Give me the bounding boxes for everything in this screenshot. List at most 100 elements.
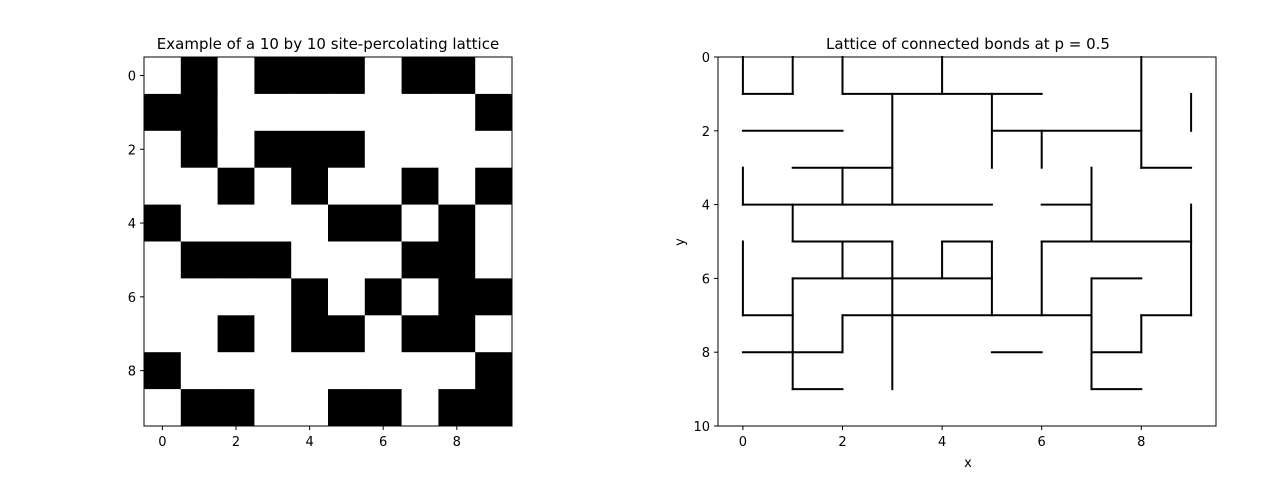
x-tick-label: 4: [938, 435, 946, 450]
lattice-cell: [328, 352, 366, 390]
lattice-cell: [217, 204, 255, 242]
x-tick-label: 0: [158, 435, 166, 450]
lattice-cell: [254, 241, 292, 279]
lattice-cell: [291, 389, 329, 427]
lattice-cell: [254, 278, 292, 316]
lattice-cell: [364, 241, 402, 279]
lattice-cell: [180, 204, 218, 242]
lattice-cell: [328, 93, 366, 132]
x-tick-label: 6: [379, 435, 387, 450]
lattice-cell: [475, 57, 513, 95]
y-tick-label: 0: [702, 51, 710, 66]
lattice-cell: [180, 315, 218, 353]
lattice-cell: [291, 241, 329, 279]
lattice-cell: [180, 57, 218, 95]
lattice-cell: [364, 389, 402, 427]
lattice-cell: [328, 167, 366, 205]
lattice-cell: [144, 241, 182, 279]
lattice-cell: [291, 57, 329, 95]
y-tick-label: 10: [693, 420, 710, 435]
lattice-cell: [217, 130, 255, 169]
lattice-cell: [475, 389, 513, 427]
lattice-cell: [217, 278, 255, 316]
x-tick-label: 2: [232, 435, 240, 450]
lattice-cell: [328, 389, 366, 427]
lattice-cell: [475, 204, 513, 242]
lattice-cell: [401, 130, 439, 169]
lattice-cell: [438, 130, 476, 169]
bond-lattice-bonds: [741, 56, 1193, 391]
lattice-cell: [401, 389, 439, 427]
lattice-cell: [291, 315, 329, 353]
y-tick-label: 6: [128, 291, 136, 306]
lattice-cell: [328, 130, 366, 169]
site-lattice-title: Example of a 10 by 10 site-percolating l…: [157, 35, 499, 53]
y-tick-label: 6: [702, 272, 710, 287]
lattice-cell: [475, 130, 513, 169]
lattice-cell: [180, 130, 218, 169]
lattice-cell: [401, 352, 439, 390]
lattice-cell: [144, 57, 182, 95]
lattice-cell: [144, 130, 182, 169]
y-tick-label: 0: [128, 69, 136, 84]
lattice-cell: [291, 130, 329, 169]
lattice-cell: [401, 93, 439, 132]
lattice-cell: [438, 204, 476, 242]
lattice-cell: [364, 315, 402, 353]
lattice-cell: [328, 57, 366, 95]
lattice-cell: [401, 57, 439, 95]
lattice-cell: [438, 315, 476, 353]
y-tick-label: 8: [702, 346, 710, 361]
lattice-cell: [254, 167, 292, 205]
lattice-cell: [254, 389, 292, 427]
lattice-cell: [217, 241, 255, 279]
lattice-cell: [180, 241, 218, 279]
y-tick-label: 2: [702, 125, 710, 140]
site-lattice-cells: [144, 57, 513, 427]
lattice-cell: [180, 167, 218, 205]
site-lattice-panel: Example of a 10 by 10 site-percolating l…: [128, 35, 513, 450]
lattice-cell: [475, 167, 513, 205]
lattice-cell: [144, 315, 182, 353]
lattice-cell: [217, 315, 255, 353]
lattice-cell: [291, 278, 329, 316]
bond-lattice-y-label: y: [673, 238, 688, 246]
lattice-cell: [401, 204, 439, 242]
lattice-cell: [364, 93, 402, 132]
y-tick-label: 4: [702, 199, 710, 214]
x-tick-label: 2: [838, 435, 846, 450]
lattice-cell: [144, 278, 182, 316]
lattice-cell: [475, 241, 513, 279]
lattice-cell: [144, 352, 182, 390]
lattice-cell: [401, 167, 439, 205]
lattice-cell: [180, 389, 218, 427]
lattice-cell: [254, 93, 292, 132]
x-tick-label: 8: [1137, 435, 1145, 450]
lattice-cell: [180, 93, 218, 132]
lattice-cell: [438, 93, 476, 132]
lattice-cell: [217, 352, 255, 390]
lattice-cell: [475, 315, 513, 353]
lattice-cell: [291, 352, 329, 390]
bond-lattice-panel: Lattice of connected bonds at p = 0.5 0 2…: [673, 35, 1217, 471]
lattice-cell: [291, 93, 329, 132]
lattice-cell: [254, 57, 292, 95]
lattice-cell: [180, 278, 218, 316]
lattice-cell: [328, 204, 366, 242]
lattice-cell: [291, 167, 329, 205]
site-lattice-frame: [143, 56, 513, 427]
lattice-cell: [328, 241, 366, 279]
lattice-cell: [438, 167, 476, 205]
lattice-cell: [475, 352, 513, 390]
lattice-cell: [364, 352, 402, 390]
lattice-cell: [364, 167, 402, 205]
lattice-cell: [291, 204, 329, 242]
lattice-cell: [217, 389, 255, 427]
lattice-cell: [328, 278, 366, 316]
x-tick-label: 8: [453, 435, 461, 450]
lattice-cell: [144, 204, 182, 242]
lattice-cell: [217, 167, 255, 205]
lattice-cell: [328, 315, 366, 353]
lattice-cell: [144, 93, 182, 132]
lattice-cell: [254, 130, 292, 169]
